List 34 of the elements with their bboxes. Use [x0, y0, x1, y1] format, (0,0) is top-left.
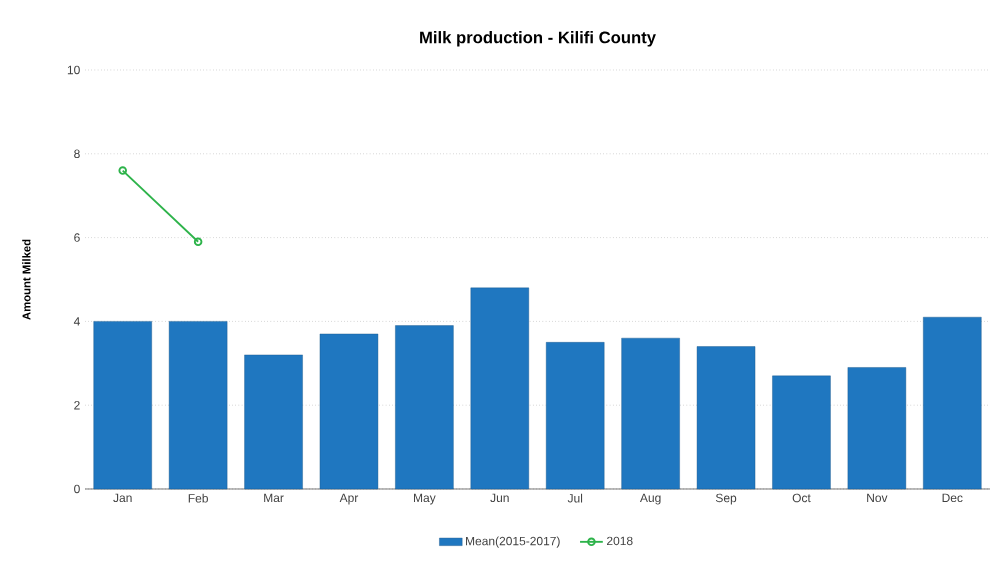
- y-tick-label: 4: [73, 317, 80, 326]
- bar: [621, 337, 680, 490]
- x-tick-label: Oct: [792, 493, 811, 503]
- legend-label: Mean(2015-2017): [466, 536, 560, 548]
- bar: [470, 287, 529, 490]
- bar: [546, 342, 605, 490]
- y-tick-label: 6: [74, 233, 80, 242]
- x-tick-label: Jan: [113, 493, 132, 503]
- x-tick-label: Apr: [339, 493, 359, 505]
- bar: [319, 333, 379, 490]
- x-tick-label: Nov: [867, 493, 888, 503]
- x-tick-label: May: [414, 493, 436, 505]
- chart-title: Milk production - Kilifi County: [420, 31, 656, 47]
- x-tick-label: Jun: [490, 493, 509, 503]
- y-tick-label: 0: [74, 484, 80, 494]
- legend-label: 2018: [607, 536, 633, 546]
- bar: [244, 354, 303, 490]
- y-tick-label: 10: [67, 65, 80, 75]
- bar: [696, 346, 756, 490]
- x-tick-label: Jul: [567, 493, 583, 503]
- x-tick-label: Dec: [942, 493, 963, 503]
- y-axis-title: Amount Milked: [22, 239, 31, 320]
- bar: [847, 367, 907, 490]
- bar: [93, 321, 152, 490]
- x-tick-label: Sep: [715, 493, 737, 505]
- x-tick-label: Feb: [188, 493, 208, 503]
- bar: [168, 321, 228, 490]
- x-tick-label: Aug: [639, 493, 661, 505]
- x-tick-label: Mar: [264, 493, 284, 503]
- y-tick-label: 2: [74, 400, 80, 410]
- bar: [772, 375, 831, 490]
- y-tick-label: 8: [74, 149, 80, 159]
- bar: [395, 325, 454, 490]
- bar: [923, 317, 982, 490]
